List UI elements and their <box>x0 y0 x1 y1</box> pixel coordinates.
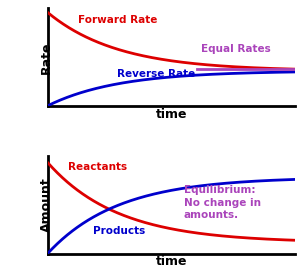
Text: Equilibrium:
No change in
amounts.: Equilibrium: No change in amounts. <box>184 185 261 220</box>
Text: Products: Products <box>93 226 145 236</box>
Text: Reactants: Reactants <box>68 162 127 173</box>
Y-axis label: Rate: Rate <box>40 41 53 74</box>
Text: Forward Rate: Forward Rate <box>78 15 157 25</box>
Text: Equal Rates: Equal Rates <box>201 44 271 55</box>
X-axis label: time: time <box>156 255 187 268</box>
Text: Reverse Rate: Reverse Rate <box>117 69 196 79</box>
Y-axis label: Amount: Amount <box>40 177 53 232</box>
X-axis label: time: time <box>156 108 187 121</box>
